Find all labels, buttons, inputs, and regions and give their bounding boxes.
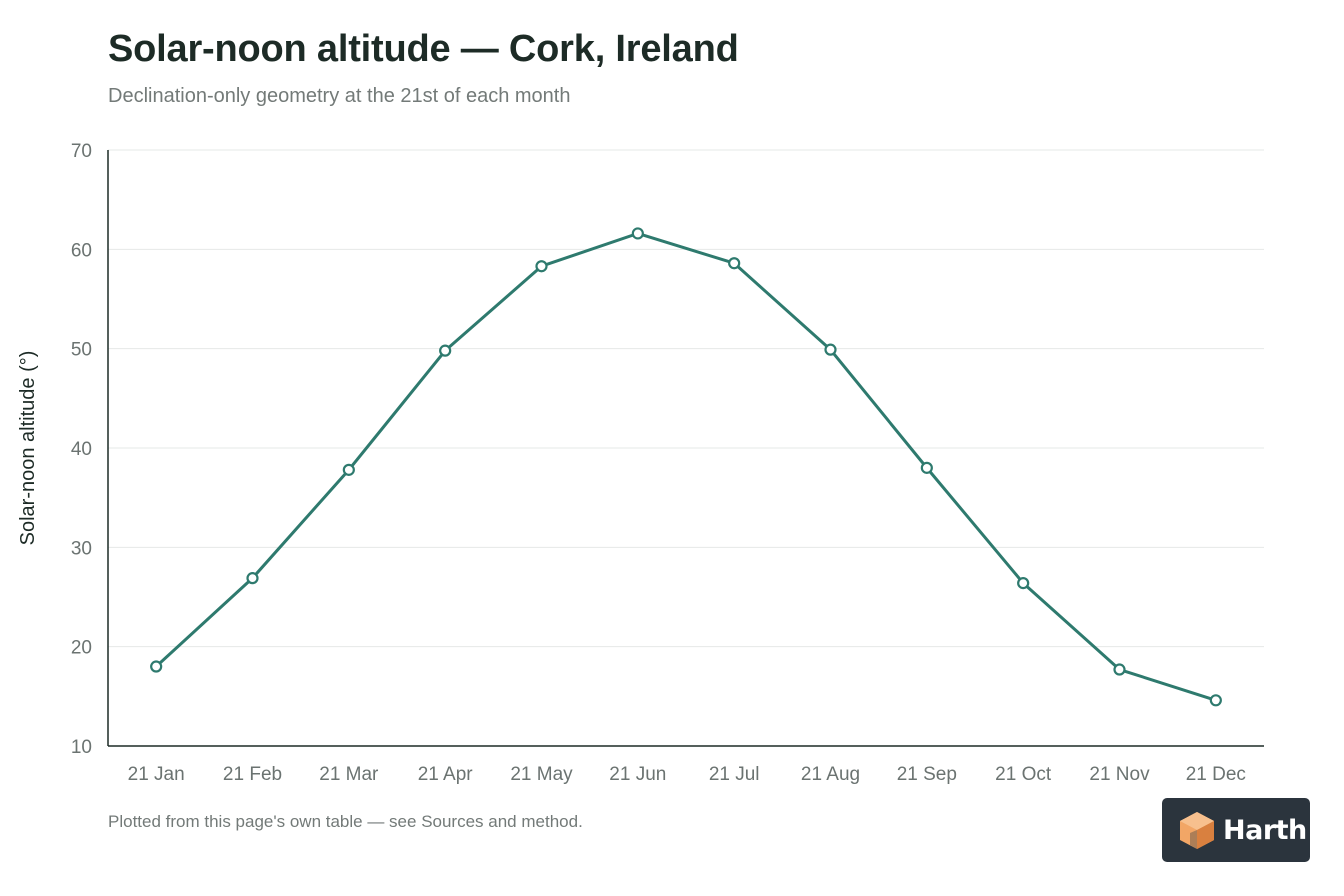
chart-title: Solar-noon altitude — Cork, Ireland: [108, 28, 739, 70]
x-tick-label: 21 Jul: [709, 764, 760, 785]
chart-subtitle: Declination-only geometry at the 21st of…: [108, 85, 571, 107]
cube-icon: [1180, 812, 1214, 849]
y-tick-label: 70: [71, 141, 92, 162]
data-point[interactable]: [439, 344, 452, 357]
logo-text: Harth: [1223, 814, 1307, 846]
y-tick-label: 40: [71, 439, 92, 460]
x-tick-label: 21 May: [510, 764, 573, 785]
data-point[interactable]: [824, 343, 837, 356]
y-tick-label: 20: [71, 638, 92, 659]
axes: [107, 150, 1264, 747]
x-tick-labels: 21 Jan 21 Feb 21 Mar 21 Apr 21 May 21 Jun 21 J…: [128, 764, 1246, 785]
y-axis-label: Solar-noon altitude (°): [17, 351, 39, 546]
series: [150, 227, 1222, 707]
x-tick-label: 21 Dec: [1186, 764, 1246, 785]
data-point[interactable]: [535, 260, 548, 273]
data-point[interactable]: [342, 463, 355, 476]
y-tick-label: 60: [71, 240, 92, 261]
y-tick-label: 50: [71, 340, 92, 361]
x-tick-label: 21 Apr: [418, 764, 474, 785]
harth-logo[interactable]: Harth: [1162, 798, 1310, 862]
x-tick-label: 21 Oct: [995, 764, 1052, 785]
x-tick-label: 21 Sep: [897, 764, 957, 785]
data-point[interactable]: [150, 660, 163, 673]
data-point[interactable]: [920, 461, 933, 474]
data-point[interactable]: [631, 227, 644, 240]
x-tick-label: 21 Mar: [319, 764, 379, 785]
footnote: Plotted from this page's own table — see…: [108, 812, 583, 831]
x-tick-label: 21 Feb: [223, 764, 282, 785]
data-point[interactable]: [1017, 576, 1030, 590]
data-point[interactable]: [728, 257, 741, 270]
y-tick-label: 10: [71, 737, 92, 758]
grid-lines: [108, 149, 1264, 648]
series-line: [154, 231, 1218, 702]
y-tick-labels: 10 20 30 40 50 60 70: [71, 141, 92, 758]
x-tick-label: 21 Nov: [1089, 764, 1150, 785]
data-point[interactable]: [246, 572, 259, 585]
y-tick-label: 30: [71, 538, 92, 559]
x-tick-label: 21 Aug: [801, 764, 860, 785]
x-tick-label: 21 Jun: [609, 764, 666, 785]
data-point[interactable]: [1113, 663, 1126, 676]
x-tick-label: 21 Jan: [128, 764, 185, 785]
data-point[interactable]: [1209, 694, 1222, 707]
